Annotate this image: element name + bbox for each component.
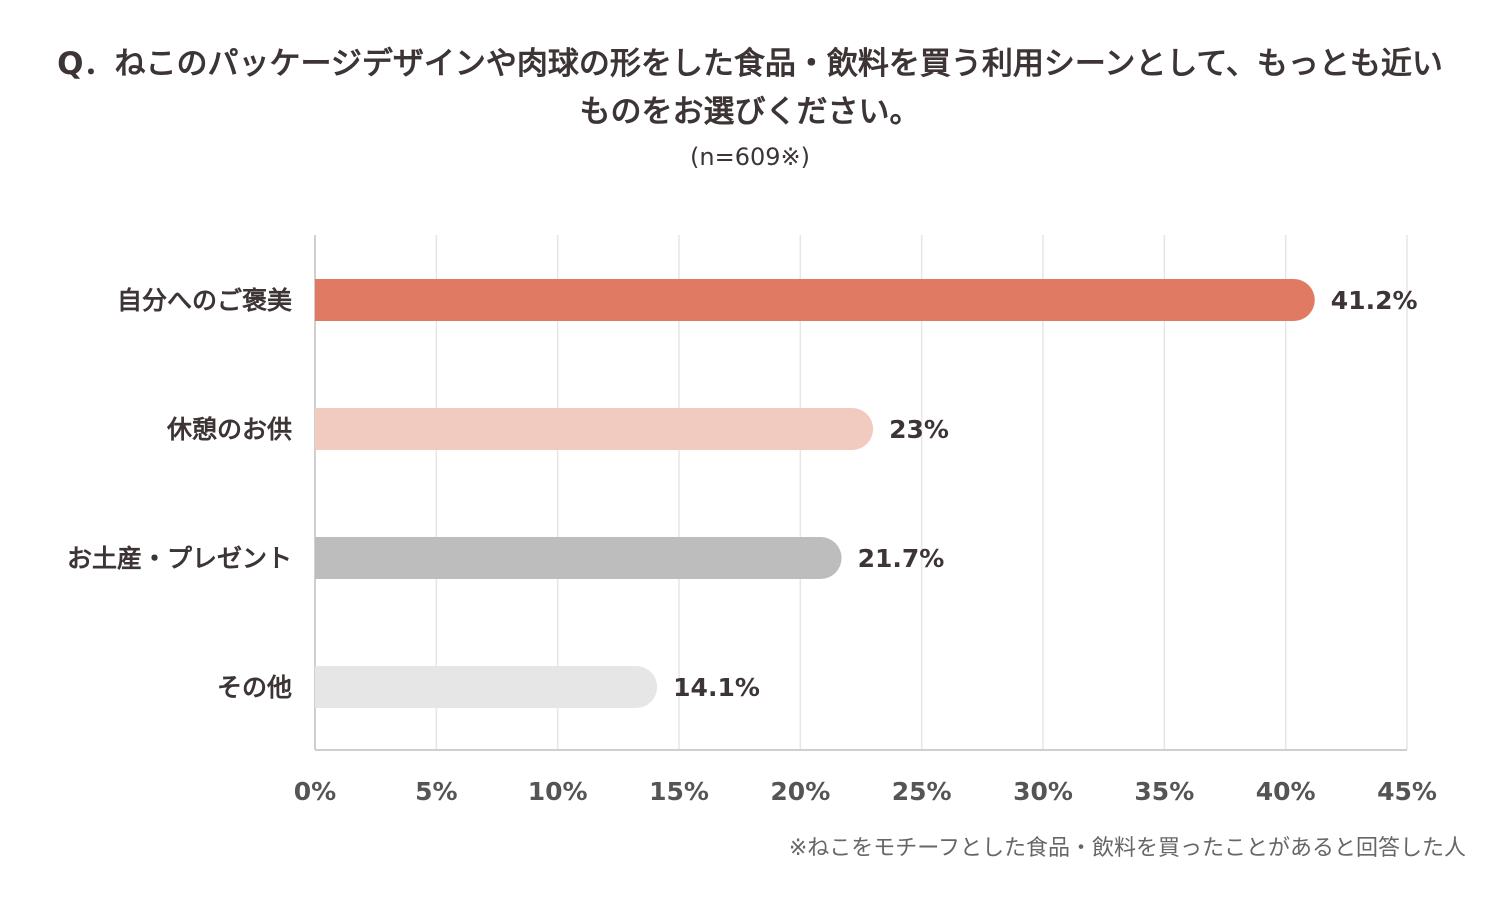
x-tick-label: 10% (528, 777, 588, 806)
value-label: 23% (889, 415, 949, 444)
category-label: 休憩のお供 (166, 415, 292, 444)
bar (315, 408, 874, 450)
x-tick-label: 35% (1134, 777, 1194, 806)
bar-layer (315, 279, 1315, 708)
label-layer: 自分へのご褒美 41.2% 休憩のお供 23% お土産・プレゼント 21.7% その他 14.… (67, 286, 1418, 702)
category-label: 自分へのご褒美 (117, 286, 292, 315)
x-tick-label: 5% (415, 777, 457, 806)
x-tick-label: 40% (1256, 777, 1316, 806)
chart-title-line-2: ものをお選びください。 (579, 94, 921, 130)
bar (315, 666, 658, 708)
category-label: お土産・プレゼント (67, 544, 292, 573)
x-tick-label: 45% (1377, 777, 1437, 806)
footnote: ※ねこをモチーフとした食品・飲料を買ったことがあると回答した人 (788, 836, 1466, 861)
value-label: 14.1% (673, 673, 760, 702)
x-tick-label: 20% (770, 777, 830, 806)
value-label: 41.2% (1331, 286, 1418, 315)
bar (315, 279, 1315, 321)
x-tick-label: 15% (649, 777, 709, 806)
value-label: 21.7% (858, 544, 945, 573)
tick-layer: 0% 5% 10% 15% 20% 25% 30% 35% 40% 45% (294, 777, 1437, 806)
x-tick-label: 30% (1013, 777, 1073, 806)
chart-title: Q．ねこのパッケージデザインや肉球の形をした食品・飲料を買う利用シーンとして、も… (0, 40, 1500, 136)
x-tick-label: 25% (892, 777, 952, 806)
chart-title-line-1: Q．ねこのパッケージデザインや肉球の形をした食品・飲料を買う利用シーンとして、も… (57, 46, 1443, 82)
bar (315, 537, 842, 579)
category-label: その他 (217, 673, 292, 702)
x-tick-label: 0% (294, 777, 336, 806)
chart-subtitle: (n=609※) (690, 143, 810, 171)
